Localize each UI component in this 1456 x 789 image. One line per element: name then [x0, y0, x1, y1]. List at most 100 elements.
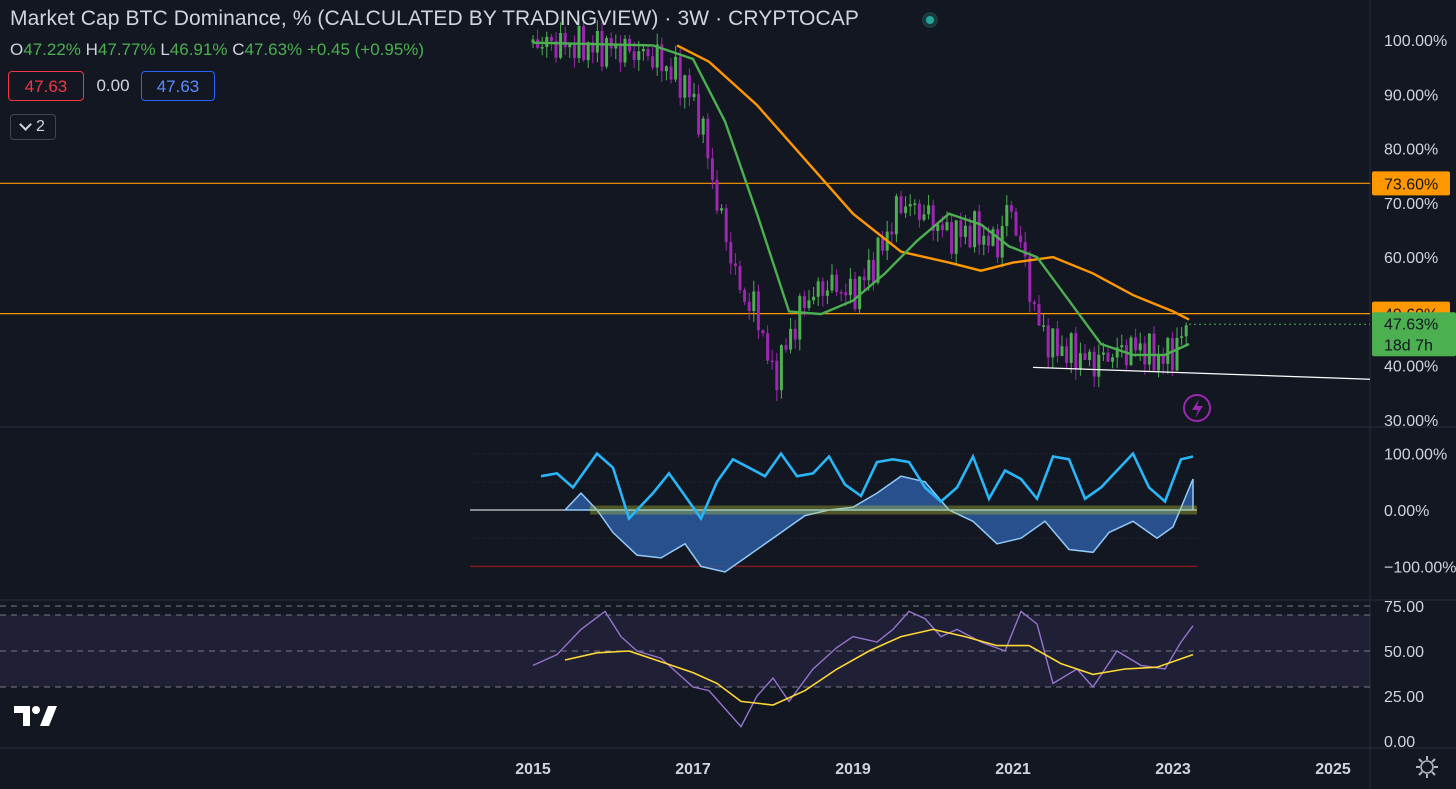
time-axis-label: 2025 — [1315, 761, 1351, 778]
candle-body — [1138, 343, 1142, 351]
candle-body — [1161, 355, 1165, 364]
rsi-pane — [0, 605, 1370, 728]
oscillator-line — [540, 451, 1194, 522]
candle-body — [733, 263, 737, 267]
candle-body — [1101, 352, 1105, 355]
market-status-icon[interactable] — [922, 12, 938, 28]
candle-body — [1106, 352, 1110, 362]
oscillator-signal-band — [590, 505, 1197, 515]
ohlc-legend: O47.22% H47.77% L46.91% C47.63% +0.45 (+… — [10, 40, 424, 60]
candle-body — [1175, 337, 1179, 371]
chart-title: Market Cap BTC Dominance, % (CALCULATED … — [10, 7, 859, 30]
candle-body — [991, 229, 995, 246]
candle-body — [687, 75, 691, 98]
price-axis-label: 30.00% — [1384, 413, 1438, 430]
candle-body — [1055, 328, 1059, 357]
candle-body — [766, 333, 770, 361]
candle-body — [770, 360, 774, 363]
candle-body — [706, 118, 710, 159]
candle-body — [697, 93, 701, 135]
candle-body — [1032, 301, 1036, 304]
candle-body — [973, 211, 977, 248]
candle-body — [1023, 242, 1027, 257]
price-pane: 73.60%49.60%47.63%18d 7h — [0, 15, 1456, 422]
candle-body — [1170, 338, 1174, 371]
candle-body — [996, 229, 1000, 258]
candle-body — [720, 208, 724, 211]
candle-body — [531, 39, 535, 43]
candle-body — [1088, 351, 1092, 360]
candle-body — [963, 225, 967, 237]
candle-body — [779, 345, 783, 391]
candle-body — [738, 266, 742, 290]
level-price-tag — [1372, 171, 1450, 196]
candle-body — [710, 158, 714, 180]
candle-body — [664, 66, 668, 72]
candle-body — [1009, 205, 1013, 212]
candle-body — [623, 38, 627, 63]
tradingview-logo-icon[interactable] — [12, 704, 58, 728]
oscillator-pane — [470, 451, 1197, 573]
candle-body — [715, 179, 719, 211]
candle-body — [968, 225, 972, 248]
candle-body — [1129, 337, 1133, 366]
candle-body — [1120, 345, 1124, 348]
candle-body — [591, 42, 595, 53]
candle-body — [568, 43, 572, 48]
candle-body — [655, 44, 659, 68]
candle-body — [881, 237, 885, 251]
candle-body — [540, 47, 544, 49]
candle-body — [1037, 303, 1041, 326]
oscillator-axis-label: 100.00% — [1384, 447, 1447, 464]
candle-body — [913, 203, 917, 205]
slow-moving-average-line — [676, 44, 1190, 321]
time-axis-label: 2021 — [995, 761, 1031, 778]
settings-gear-icon[interactable] — [1414, 754, 1440, 780]
last-price-label: 47.63% — [1384, 316, 1438, 333]
time-axis-label: 2017 — [675, 761, 711, 778]
candle-body — [678, 56, 682, 98]
candle-body — [830, 274, 834, 291]
candle-body — [775, 360, 779, 391]
rsi-axis-label: 25.00 — [1384, 689, 1424, 706]
candle-body — [641, 48, 645, 52]
candle-body — [609, 38, 613, 49]
candle-body — [660, 44, 664, 72]
high-value: 47.77% — [97, 40, 156, 59]
sell-price-button[interactable]: 47.63 — [8, 71, 84, 101]
candle-body — [1083, 353, 1087, 360]
candle-body — [674, 56, 678, 80]
candle-body — [1184, 325, 1188, 337]
candle-body — [724, 208, 728, 243]
candle-body — [761, 330, 765, 334]
candle-body — [572, 43, 576, 59]
candle-body — [577, 25, 581, 59]
candle-body — [747, 301, 751, 312]
rsi-axis-label: 0.00 — [1384, 734, 1415, 751]
candle-body — [729, 242, 733, 264]
candle-body — [1069, 333, 1073, 363]
last-price-tag — [1372, 312, 1456, 357]
candle-body — [894, 196, 898, 235]
candle-body — [858, 276, 862, 310]
change-value: +0.45 (+0.95%) — [306, 40, 425, 59]
buy-price-button[interactable]: 47.63 — [141, 71, 215, 101]
candle-body — [646, 48, 650, 57]
candle-body — [651, 56, 655, 68]
price-axis-label: 80.00% — [1384, 142, 1438, 159]
high-label: H — [85, 40, 98, 59]
candle-body — [844, 292, 848, 296]
candle-body — [862, 276, 866, 281]
candle-body — [908, 204, 912, 207]
close-value: 47.63% — [244, 40, 303, 59]
candle-body — [1051, 328, 1055, 358]
candle-body — [554, 41, 558, 58]
candle-body — [927, 205, 931, 215]
candle-body — [899, 196, 903, 214]
time-axis-label: 2023 — [1155, 761, 1191, 778]
price-axis-label: 40.00% — [1384, 359, 1438, 376]
candle-body — [701, 118, 705, 135]
indicators-toggle-button[interactable]: 2 — [10, 114, 56, 140]
candle-body — [1078, 353, 1082, 370]
